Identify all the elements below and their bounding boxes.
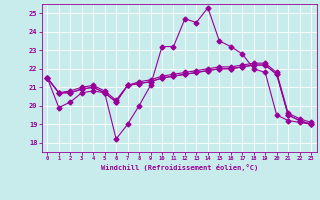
X-axis label: Windchill (Refroidissement éolien,°C): Windchill (Refroidissement éolien,°C) bbox=[100, 164, 258, 171]
